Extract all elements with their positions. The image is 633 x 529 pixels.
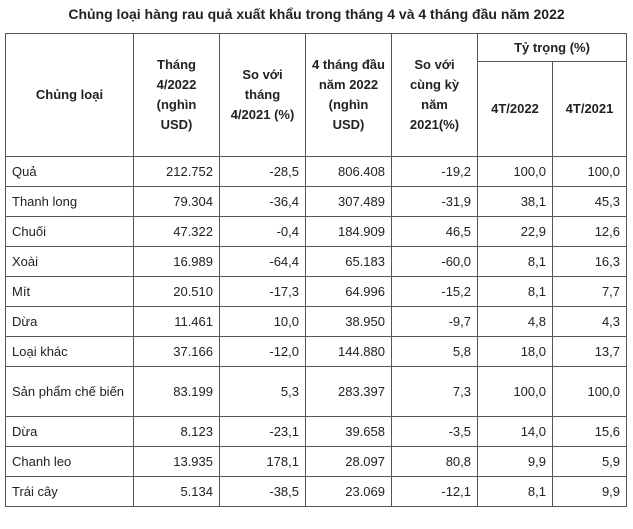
- row-category: Dừa: [5, 306, 134, 337]
- row-value: 22,9: [477, 216, 553, 247]
- row-value: 178,1: [219, 446, 306, 477]
- row-category: Chanh leo: [5, 446, 134, 477]
- row-value: -19,2: [391, 156, 478, 187]
- row-value: 13,7: [551, 336, 628, 367]
- row-value: 100,0: [551, 366, 628, 417]
- row-value: 11.461: [133, 306, 220, 337]
- table-row: Mít 20.510 -17,3 64.996 -15,2 8,1 7,7: [5, 276, 628, 307]
- row-value: 184.909: [305, 216, 392, 247]
- row-value: 18,0: [477, 336, 553, 367]
- row-value: 16.989: [133, 246, 220, 277]
- row-value: -12,1: [391, 476, 478, 507]
- row-value: 9,9: [551, 476, 628, 507]
- row-value: 5,9: [551, 446, 628, 477]
- row-category: Chuối: [5, 216, 134, 247]
- table-row: Dừa 8.123 -23,1 39.658 -3,5 14,0 15,6: [5, 416, 628, 447]
- export-table: Chủng loại Tháng 4/2022 (nghìn USD) So v…: [5, 33, 628, 507]
- row-value: -12,0: [219, 336, 306, 367]
- table-row: Xoài 16.989 -64,4 65.183 -60,0 8,1 16,3: [5, 246, 628, 277]
- header-share-group: Tỷ trọng (%): [476, 33, 628, 62]
- row-value: 100,0: [477, 156, 553, 187]
- table-row: Chanh leo 13.935 178,1 28.097 80,8 9,9 5,9: [5, 446, 628, 477]
- row-category: Sản phẩm chế biến: [5, 366, 134, 417]
- row-value: -36,4: [219, 186, 306, 217]
- row-category: Trái cây: [5, 476, 134, 507]
- row-value: 212.752: [133, 156, 220, 187]
- row-category: Thanh long: [5, 186, 134, 217]
- header-month-value: Tháng 4/2022 (nghìn USD): [133, 33, 220, 157]
- row-value: 8,1: [477, 476, 553, 507]
- table-title: Chủng loại hàng rau quả xuất khẩu trong …: [68, 6, 565, 22]
- row-value: 14,0: [477, 416, 553, 447]
- row-category: Loại khác: [5, 336, 134, 367]
- header-share-2022: 4T/2022: [477, 61, 553, 157]
- row-value: 80,8: [391, 446, 478, 477]
- row-category: Quả: [5, 156, 134, 187]
- row-value: -60,0: [391, 246, 478, 277]
- table-row: Sản phẩm chế biến 83.199 5,3 283.397 7,3 100,…: [5, 366, 628, 417]
- row-value: 64.996: [305, 276, 392, 307]
- row-value: 7,3: [391, 366, 478, 417]
- header-share-2021: 4T/2021: [551, 61, 628, 157]
- row-value: 28.097: [305, 446, 392, 477]
- row-value: 47.322: [133, 216, 220, 247]
- header-category: Chủng loại: [5, 33, 134, 157]
- row-value: 9,9: [477, 446, 553, 477]
- row-value: 20.510: [133, 276, 220, 307]
- header-ytd-value: 4 tháng đầu năm 2022 (nghìn USD): [305, 33, 392, 157]
- row-value: 38.950: [305, 306, 392, 337]
- table-row: Loại khác 37.166 -12,0 144.880 5,8 18,0 13,7: [5, 336, 628, 367]
- row-value: 307.489: [305, 186, 392, 217]
- row-value: 37.166: [133, 336, 220, 367]
- row-value: 83.199: [133, 366, 220, 417]
- row-value: 100,0: [477, 366, 553, 417]
- row-value: -17,3: [219, 276, 306, 307]
- row-value: 7,7: [551, 276, 628, 307]
- row-value: 10,0: [219, 306, 306, 337]
- table-row: Trái cây 5.134 -38,5 23.069 -12,1 8,1 9,9: [5, 476, 628, 507]
- row-value: 100,0: [551, 156, 628, 187]
- row-value: 8,1: [477, 276, 553, 307]
- row-value: 5.134: [133, 476, 220, 507]
- row-category: Mít: [5, 276, 134, 307]
- table-row: Dừa 11.461 10,0 38.950 -9,7 4,8 4,3: [5, 306, 628, 337]
- header-ytd-change: So với cùng kỳ năm 2021(%): [391, 33, 478, 157]
- row-value: 65.183: [305, 246, 392, 277]
- row-category: Dừa: [5, 416, 134, 447]
- row-value: 38,1: [477, 186, 553, 217]
- row-value: 79.304: [133, 186, 220, 217]
- row-value: -3,5: [391, 416, 478, 447]
- row-value: 4,8: [477, 306, 553, 337]
- row-value: 15,6: [551, 416, 628, 447]
- row-value: -38,5: [219, 476, 306, 507]
- row-value: 46,5: [391, 216, 478, 247]
- row-value: -64,4: [219, 246, 306, 277]
- row-value: 39.658: [305, 416, 392, 447]
- row-value: 5,8: [391, 336, 478, 367]
- row-value: 8,1: [477, 246, 553, 277]
- row-value: 283.397: [305, 366, 392, 417]
- row-value: 13.935: [133, 446, 220, 477]
- row-value: 8.123: [133, 416, 220, 447]
- row-value: -31,9: [391, 186, 478, 217]
- row-value: 16,3: [551, 246, 628, 277]
- table-row: Thanh long 79.304 -36,4 307.489 -31,9 38,1 45,…: [5, 186, 628, 217]
- table-row: Quả 212.752 -28,5 806.408 -19,2 100,0 100,0: [5, 156, 628, 187]
- row-value: 4,3: [551, 306, 628, 337]
- header-month-change: So với tháng 4/2021 (%): [219, 33, 306, 157]
- row-value: 45,3: [551, 186, 628, 217]
- row-value: 5,3: [219, 366, 306, 417]
- row-category: Xoài: [5, 246, 134, 277]
- row-value: -0,4: [219, 216, 306, 247]
- row-value: 23.069: [305, 476, 392, 507]
- table-row: Chuối 47.322 -0,4 184.909 46,5 22,9 12,6: [5, 216, 628, 247]
- row-value: -28,5: [219, 156, 306, 187]
- row-value: -23,1: [219, 416, 306, 447]
- row-value: -15,2: [391, 276, 478, 307]
- row-value: 12,6: [551, 216, 628, 247]
- row-value: 806.408: [305, 156, 392, 187]
- row-value: -9,7: [391, 306, 478, 337]
- row-value: 144.880: [305, 336, 392, 367]
